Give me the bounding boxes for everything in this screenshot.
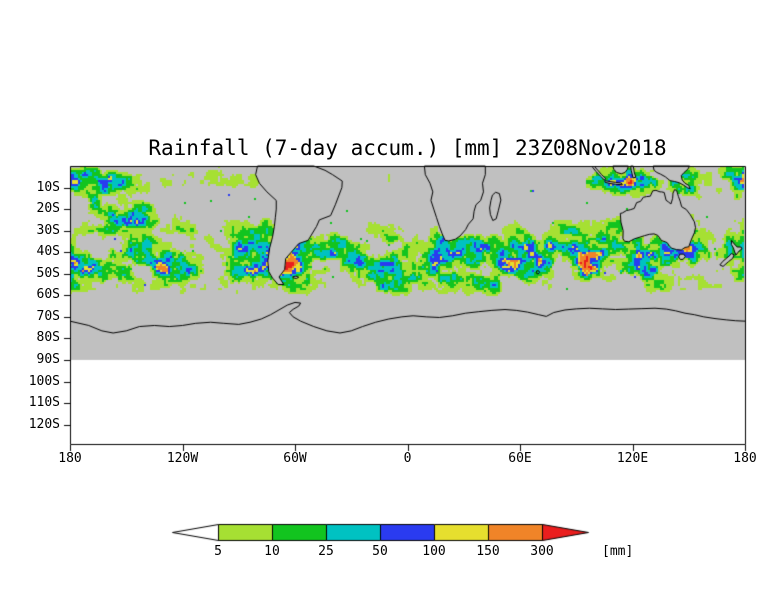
plot-title: Rainfall (7-day accum.) [mm] 23Z08Nov201… bbox=[148, 136, 667, 160]
y-tick-label: 80S bbox=[36, 330, 60, 346]
y-tick-label: 50S bbox=[36, 265, 60, 281]
x-tick-label: 0 bbox=[403, 451, 412, 466]
y-tick-label: 120S bbox=[28, 416, 60, 432]
colorbar-tick-label: 100 bbox=[422, 544, 446, 559]
colorbar-tick-label: 5 bbox=[214, 544, 222, 559]
y-tick-label: 90S bbox=[36, 351, 60, 367]
y-tick-label: 10S bbox=[36, 179, 60, 195]
colorbar-tick-label: 150 bbox=[476, 544, 500, 559]
y-tick-label: 40S bbox=[36, 244, 60, 260]
x-tick-label: 180 bbox=[58, 451, 82, 466]
colorbar-unit-label: [mm] bbox=[602, 544, 634, 559]
y-tick-label: 20S bbox=[36, 201, 60, 217]
y-tick-label: 30S bbox=[36, 222, 60, 238]
x-tick-label: 60W bbox=[283, 451, 307, 466]
y-tick-label: 110S bbox=[28, 395, 60, 411]
y-tick-label: 100S bbox=[28, 373, 60, 389]
colorbar-tick-label: 50 bbox=[372, 544, 388, 559]
colorbar-tick-label: 25 bbox=[318, 544, 334, 559]
x-tick-label: 120E bbox=[616, 451, 649, 466]
y-tick-label: 70S bbox=[36, 308, 60, 324]
x-tick-label: 60E bbox=[508, 451, 532, 466]
x-tick-label: 180 bbox=[733, 451, 757, 466]
y-tick-label: 60S bbox=[36, 287, 60, 303]
colorbar-tick-label: 300 bbox=[530, 544, 554, 559]
x-tick-label: 120W bbox=[166, 451, 199, 466]
colorbar-tick-label: 10 bbox=[264, 544, 280, 559]
